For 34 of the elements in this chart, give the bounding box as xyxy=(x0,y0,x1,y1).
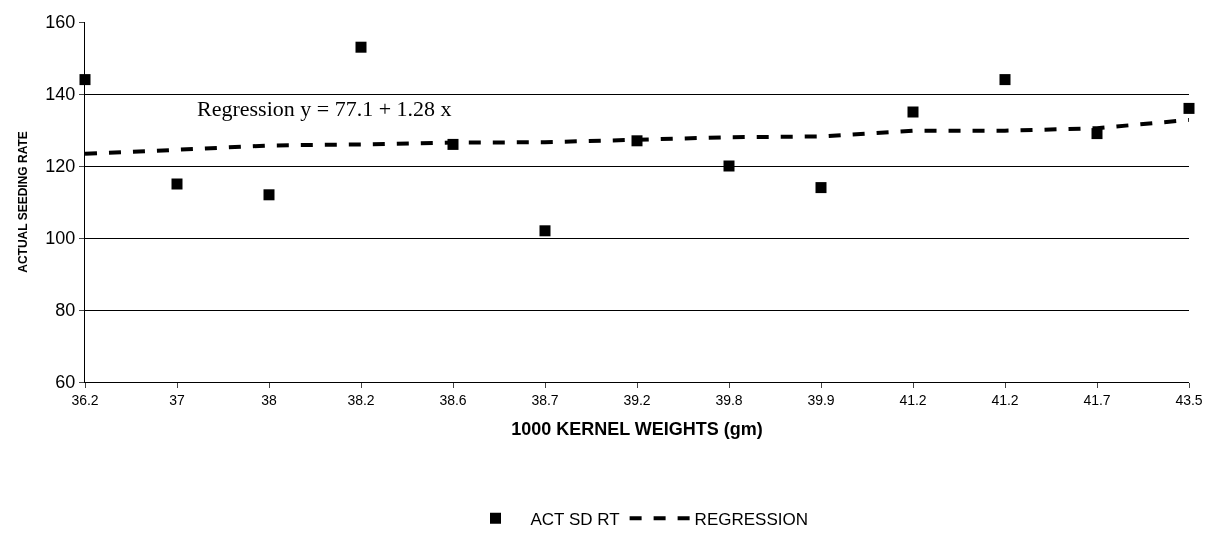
point xyxy=(723,160,735,172)
point xyxy=(539,225,551,237)
x-tick-label: 38 xyxy=(261,391,277,408)
x-tick-label: 41.2 xyxy=(991,391,1019,408)
y-tick-label: 60 xyxy=(55,372,76,393)
x-tick-label: 38.7 xyxy=(531,391,559,408)
x-tick-label: 43.5 xyxy=(1175,391,1203,408)
point xyxy=(815,182,827,194)
x-tick-label: 39.2 xyxy=(623,391,651,408)
y-axis-title: ACTUAL SEEDING RATE xyxy=(15,131,30,273)
legend-label: ACT SD RT xyxy=(530,509,620,529)
y-tick-label: 100 xyxy=(45,228,76,249)
legend-label: REGRESSION xyxy=(694,509,808,529)
x-tick-label: 37 xyxy=(169,391,185,408)
point xyxy=(263,189,275,201)
point xyxy=(1183,102,1195,114)
y-tick-label: 120 xyxy=(45,156,76,177)
point xyxy=(171,178,183,190)
point xyxy=(999,74,1011,86)
y-tick-label: 80 xyxy=(55,300,76,321)
annotation: Regression y = 77.1 + 1.28 x xyxy=(197,96,452,121)
x-tick-label: 39.8 xyxy=(715,391,743,408)
x-tick-label: 41.7 xyxy=(1083,391,1111,408)
y-tick-label: 160 xyxy=(45,12,76,33)
point xyxy=(907,106,919,118)
x-tick-label: 38.6 xyxy=(439,391,467,408)
x-tick-label: 36.2 xyxy=(71,391,99,408)
x-tick-label: 38.2 xyxy=(347,391,375,408)
y-tick-label: 140 xyxy=(45,84,76,105)
point xyxy=(355,41,367,53)
x-tick-label: 41.2 xyxy=(899,391,927,408)
x-axis-title: 1000 KERNEL WEIGHTS (gm) xyxy=(511,418,763,439)
x-tick-label: 39.9 xyxy=(807,391,835,408)
point xyxy=(79,74,91,86)
